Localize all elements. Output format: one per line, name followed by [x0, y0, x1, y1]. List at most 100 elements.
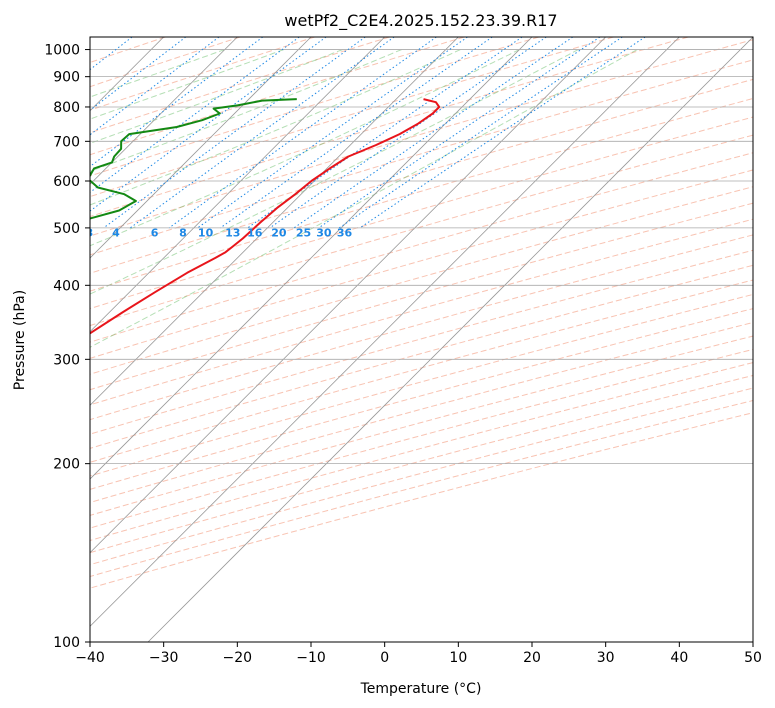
- dry-adiabat: [90, 37, 689, 218]
- sounding-line-2: [90, 98, 297, 220]
- dry-adiabat: [90, 234, 753, 421]
- moist-adiabat: [90, 49, 225, 98]
- isotherm: [90, 37, 459, 406]
- isotherm: [90, 37, 385, 333]
- moist-adiabat: [90, 49, 579, 295]
- dry-adiabat: [90, 169, 753, 359]
- dry-adiabat: [90, 202, 753, 391]
- dry-adiabat: [90, 362, 753, 541]
- chart-title: wetPf2_C2E4.2025.152.23.39.R17: [284, 11, 557, 31]
- mixing-ratio-line: [129, 37, 395, 229]
- x-axis-label: Temperature (°C): [360, 681, 482, 697]
- y-tick-label: 700: [53, 134, 80, 150]
- mixing-ratio-label: 25: [296, 226, 311, 239]
- mixing-ratio-line: [359, 37, 646, 229]
- y-tick-label: 600: [53, 174, 80, 190]
- x-tick-label: −20: [223, 650, 253, 666]
- mixing-ratio-label: 6: [151, 226, 159, 239]
- y-axis-ticks: 1000 900 800 700 600 500 400 300 200 100: [44, 43, 90, 651]
- dry-adiabat: [90, 293, 753, 477]
- dry-adiabat: [90, 37, 315, 111]
- mixing-ratio-line: [247, 37, 523, 229]
- mixing-ratio-line: [168, 37, 437, 229]
- mixing-ratio-label: 3: [86, 226, 94, 239]
- dry-adiabat: [90, 387, 753, 566]
- y-tick-label: 900: [53, 70, 80, 86]
- sounding-line-1: [90, 98, 441, 335]
- mixing-ratio-line: [90, 37, 327, 212]
- x-tick-label: −40: [75, 650, 105, 666]
- isotherm: [147, 37, 753, 642]
- moist-adiabat: [90, 49, 402, 172]
- y-tick-label: 1000: [44, 43, 80, 59]
- mixing-ratio-line: [90, 37, 133, 71]
- dry-adiabat: [90, 97, 753, 292]
- dry-adiabat: [90, 37, 241, 88]
- dry-adiabat: [90, 218, 753, 406]
- mixing-ratio-label: 4: [112, 226, 120, 239]
- moist-adiabat: [90, 49, 284, 120]
- mixing-ratio-line: [293, 37, 574, 229]
- dry-adiabat: [90, 134, 753, 327]
- dry-adiabat: [90, 37, 614, 198]
- isotherm: [90, 37, 312, 259]
- isotherm: [90, 37, 533, 480]
- x-tick-label: 0: [380, 650, 389, 666]
- x-tick-label: 50: [744, 650, 762, 666]
- x-tick-label: −30: [149, 650, 179, 666]
- y-tick-label: 100: [53, 635, 80, 651]
- dry-adiabat: [90, 264, 753, 449]
- x-tick-label: 20: [523, 650, 541, 666]
- dry-adiabat: [90, 37, 390, 134]
- mixing-ratio-label: 10: [198, 226, 214, 239]
- mixing-ratio-line: [103, 37, 366, 229]
- y-tick-label: 300: [53, 352, 80, 368]
- dry-adiabat: [90, 321, 753, 504]
- dry-adiabat: [90, 249, 753, 435]
- dry-adiabat: [90, 412, 753, 589]
- mixing-ratio-line: [220, 37, 493, 229]
- mixing-ratio-label: 16: [247, 226, 263, 239]
- dry-adiabat: [90, 279, 753, 463]
- dry-adiabat: [90, 152, 753, 343]
- dry-adiabat: [90, 37, 465, 156]
- dry-adiabat: [90, 374, 753, 554]
- y-tick-label: 500: [53, 221, 80, 237]
- moist-adiabat: [90, 49, 461, 206]
- x-tick-label: 30: [597, 650, 615, 666]
- dry-adiabat: [90, 39, 753, 237]
- x-tick-label: 40: [670, 650, 688, 666]
- dry-adiabat: [90, 348, 753, 529]
- dry-adiabat: [90, 400, 753, 578]
- background-lines: [90, 37, 753, 642]
- mixing-ratio-label: 30: [316, 226, 332, 239]
- mixing-ratio-line: [197, 37, 468, 229]
- dry-adiabat: [90, 37, 539, 177]
- dry-adiabat: [90, 186, 753, 375]
- x-axis-ticks: −40 −30 −20 −10 0 10 20 30 40 50: [75, 642, 762, 666]
- isotherm: [90, 37, 606, 554]
- mixing-ratio-line: [90, 37, 220, 136]
- y-tick-label: 800: [53, 100, 80, 116]
- mixing-ratio-label: 20: [271, 226, 287, 239]
- dry-adiabat: [90, 308, 753, 490]
- y-tick-label: 400: [53, 278, 80, 294]
- y-tick-label: 200: [53, 457, 80, 473]
- dry-adiabat: [90, 116, 753, 310]
- mixing-ratio-line: [318, 37, 601, 229]
- dry-adiabat: [90, 335, 753, 516]
- x-tick-label: −10: [296, 650, 326, 666]
- moist-adiabat: [90, 49, 343, 144]
- x-tick-label: 10: [449, 650, 467, 666]
- mixing-ratio-label: 13: [225, 226, 240, 239]
- data-series: [90, 98, 441, 335]
- isotherm: [90, 37, 680, 627]
- mixing-ratio-line: [338, 37, 623, 229]
- mixing-ratio-label: 1.5: [19, 226, 39, 239]
- moist-adiabat: [90, 49, 520, 247]
- dry-adiabat: [90, 59, 753, 256]
- mixing-ratio-line: [269, 37, 547, 229]
- isotherm: [90, 37, 238, 185]
- plot-frame: [89, 36, 754, 643]
